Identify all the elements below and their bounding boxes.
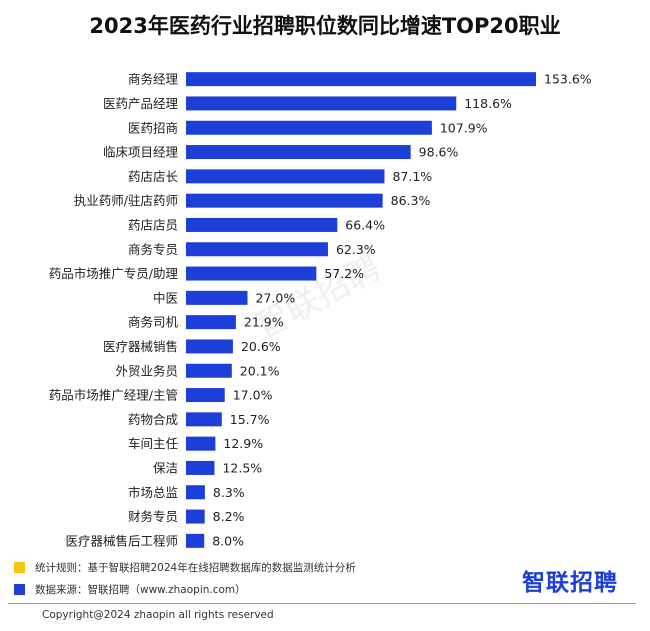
chart-title: 2023年医药行业招聘职位数同比增速TOP20职业 (89, 14, 561, 38)
category-label: 药品市场推广专员/助理 (49, 266, 179, 281)
blue-square-icon (14, 583, 25, 595)
category-label: 医药招商 (128, 120, 178, 135)
category-label: 外贸业务员 (115, 363, 178, 378)
bar (186, 96, 457, 111)
bar (186, 339, 233, 354)
chart-notes: 统计规则：基于智联招聘2024年在线招聘数据库的数据监测统计分析 数据来源：智联… (14, 556, 356, 600)
note-rule-text: 统计规则：基于智联招聘2024年在线招聘数据库的数据监测统计分析 (35, 561, 356, 574)
bar (186, 412, 222, 427)
value-label: 57.2% (324, 266, 364, 281)
bar (186, 242, 328, 257)
bar (186, 169, 385, 184)
category-label: 商务专员 (128, 242, 178, 257)
value-label: 8.0% (212, 533, 244, 548)
value-label: 66.4% (345, 217, 385, 232)
value-label: 8.2% (213, 509, 245, 524)
bar (186, 315, 236, 330)
bar (186, 72, 536, 87)
category-label: 执业药师/驻店药师 (74, 193, 178, 208)
category-label: 医疗器械售后工程师 (65, 533, 178, 548)
bar (186, 290, 248, 305)
value-label: 118.6% (464, 96, 512, 111)
value-label: 86.3% (391, 193, 431, 208)
note-source-text: 数据来源：智联招聘（www.zhaopin.com） (35, 583, 246, 596)
bar (186, 120, 432, 135)
bar (186, 460, 215, 475)
category-label: 商务经理 (128, 72, 179, 87)
value-label: 62.3% (336, 242, 376, 257)
category-label: 市场总监 (128, 485, 178, 500)
bar (186, 388, 225, 403)
value-label: 17.0% (233, 388, 273, 403)
value-label: 27.0% (256, 290, 296, 305)
category-label: 药店店员 (128, 217, 178, 232)
category-label: 药物合成 (128, 412, 178, 427)
category-label: 中医 (153, 290, 178, 305)
category-label: 保洁 (153, 460, 178, 475)
category-label: 医药产品经理 (103, 96, 179, 111)
value-label: 8.3% (213, 485, 245, 500)
value-label: 98.6% (419, 145, 459, 160)
value-label: 20.6% (241, 339, 281, 354)
bar (186, 436, 216, 451)
value-label: 87.1% (392, 169, 432, 184)
category-label: 药店店长 (128, 169, 179, 184)
value-label: 20.1% (240, 363, 280, 378)
bar (186, 266, 317, 281)
value-label: 153.6% (544, 72, 592, 87)
bar (186, 145, 411, 160)
bar (186, 509, 205, 524)
value-label: 107.9% (440, 120, 488, 135)
category-label: 商务司机 (128, 315, 179, 330)
copyright-text: Copyright@2024 zhaopin all rights reserv… (42, 609, 274, 621)
value-label: 21.9% (244, 315, 284, 330)
value-label: 15.7% (230, 412, 270, 427)
category-label: 医疗器械销售 (103, 339, 178, 354)
bar (186, 193, 383, 208)
bar (186, 533, 205, 548)
footer-divider (8, 603, 636, 604)
bar (186, 485, 205, 500)
value-label: 12.9% (223, 436, 263, 451)
yellow-square-icon (14, 561, 25, 573)
category-label: 财务专员 (128, 509, 178, 524)
bar-chart: 商务经理 153.6% 医药产品经理 118.6% 医药招商 107.9% 临床项目经理 98… (49, 72, 592, 549)
note-source: 数据来源：智联招聘（www.zhaopin.com） (14, 578, 356, 600)
category-label: 药品市场推广经理/主管 (49, 388, 178, 403)
bar (186, 217, 338, 232)
category-label: 车间主任 (128, 436, 178, 451)
note-rule: 统计规则：基于智联招聘2024年在线招聘数据库的数据监测统计分析 (14, 556, 356, 578)
bar (186, 363, 232, 378)
brand-logo: 智联招聘 (522, 570, 618, 596)
value-label: 12.5% (222, 460, 262, 475)
category-label: 临床项目经理 (103, 145, 179, 160)
